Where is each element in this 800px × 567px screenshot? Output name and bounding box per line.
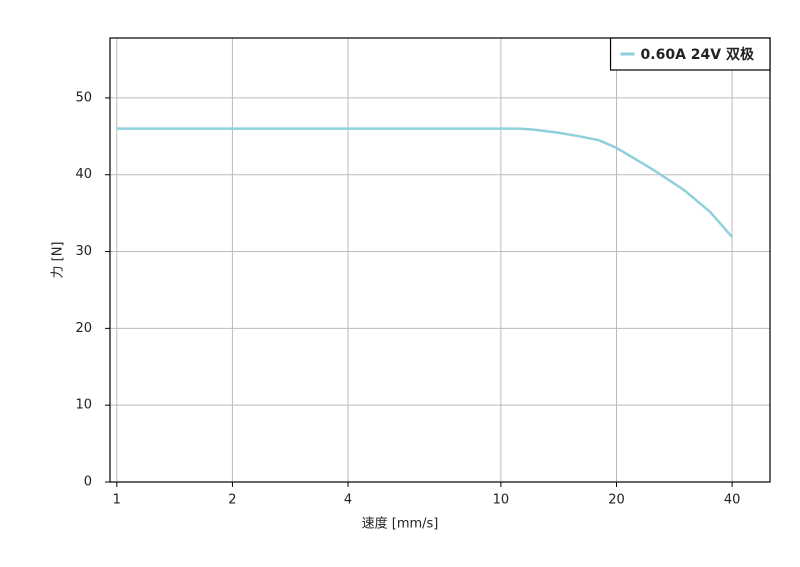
x-tick-label: 2 [228,493,236,508]
legend: 0.60A 24V 双极 [609,37,771,71]
x-tick-label: 1 [113,493,121,508]
y-tick-label: 0 [84,475,92,490]
x-tick-label: 40 [724,493,741,508]
plot-frame [109,37,771,483]
x-tick-label: 10 [493,493,510,508]
legend-label: 0.60A 24V 双极 [641,46,755,63]
y-axis-label: 力 [N] [51,241,66,278]
legend-box [609,37,771,71]
x-axis-label: 速度 [mm/s] [362,516,439,532]
y-tick-label: 50 [75,90,92,105]
data-line [116,127,734,238]
y-tick-label: 40 [75,167,92,182]
y-tick-label: 10 [75,398,92,413]
y-tick-label: 30 [75,244,92,259]
x-tick-label: 4 [344,493,352,508]
x-tick-label: 20 [608,493,625,508]
y-tick-label: 20 [75,321,92,336]
